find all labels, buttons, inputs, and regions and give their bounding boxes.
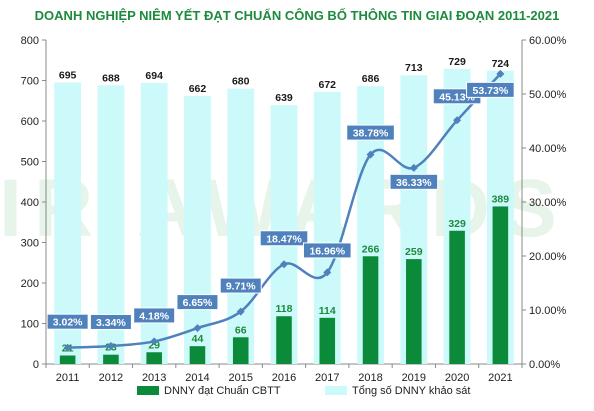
standard-data-label: 389 <box>492 193 510 205</box>
percentage-data-label: 16.96% <box>309 245 345 257</box>
percentage-label-box <box>133 307 176 324</box>
legend-swatch-total <box>325 386 347 395</box>
right-tick-label: 30.00% <box>529 197 567 209</box>
percentage-point <box>366 150 375 159</box>
x-tick-label: 2020 <box>445 372 469 384</box>
standard-bar <box>319 317 336 364</box>
total-data-label: 639 <box>275 92 293 104</box>
percentage-label-box <box>259 230 309 247</box>
standard-data-label: 44 <box>192 333 204 345</box>
percentage-data-label: 3.02% <box>53 317 83 329</box>
percentage-data-label: 38.78% <box>353 128 389 140</box>
percentage-point <box>106 341 115 350</box>
percentage-label-box <box>466 81 515 98</box>
x-tick-label: 2018 <box>358 372 382 384</box>
standard-bar <box>103 354 119 364</box>
percentage-point <box>323 268 332 277</box>
percentage-point <box>280 260 288 269</box>
chart-title: DOANH NGHIỆP NIÊM YẾT ĐẠT CHUẨN CÔNG BỐ … <box>35 8 560 23</box>
standard-bar <box>59 355 76 364</box>
standard-data-label: 66 <box>235 324 247 336</box>
right-tick-label: 10.00% <box>529 305 567 317</box>
total-data-label: 713 <box>405 62 423 74</box>
total-data-label: 724 <box>492 58 510 70</box>
percentage-data-label: 53.73% <box>473 85 509 97</box>
standard-data-label: 118 <box>276 303 293 315</box>
right-tick-label: 40.00% <box>529 143 567 155</box>
percentage-data-label: 18.47% <box>266 233 302 245</box>
percentage-line <box>67 73 502 349</box>
legend-label-standard: DNNY đạt Chuẩn CBTT <box>164 385 281 397</box>
left-tick-label: 200 <box>21 278 39 290</box>
standard-bar <box>189 346 206 364</box>
x-tick-label: 2017 <box>315 372 339 384</box>
percentage-label-box <box>46 313 89 330</box>
left-tick-label: 300 <box>21 238 39 250</box>
total-data-label: 688 <box>102 72 120 84</box>
total-data-label: 695 <box>59 70 77 82</box>
percentage-label-box <box>302 242 352 259</box>
standard-bar <box>406 259 422 364</box>
total-data-label: 672 <box>319 79 337 91</box>
percentage-data-label: 4.18% <box>139 310 169 322</box>
standard-bar <box>449 230 465 364</box>
legend-label-total: Tổng số DNNY khảo sát <box>352 385 470 397</box>
legend-swatch-standard <box>137 386 159 395</box>
standard-data-label: 259 <box>405 246 423 258</box>
percentage-point <box>409 163 418 172</box>
total-data-label: 729 <box>448 56 466 68</box>
standard-bar <box>232 337 249 364</box>
percentage-point <box>453 116 462 125</box>
percentage-point <box>193 324 202 333</box>
right-tick-label: 50.00% <box>529 89 567 101</box>
percentage-label-box <box>219 277 262 294</box>
percentage-label-box <box>176 294 219 311</box>
right-tick-label: 60.00% <box>529 35 567 47</box>
percentage-label-box <box>89 313 132 330</box>
left-tick-label: 0 <box>33 359 39 371</box>
x-tick-label: 2014 <box>185 372 209 384</box>
total-bar <box>227 88 255 364</box>
standard-bar <box>146 352 162 364</box>
percentage-point <box>150 337 159 346</box>
x-tick-label: 2012 <box>99 372 123 384</box>
left-tick-label: 800 <box>21 35 39 47</box>
x-tick-label: 2015 <box>228 372 252 384</box>
x-tick-label: 2011 <box>56 372 80 384</box>
x-tick-label: 2016 <box>272 372 296 384</box>
standard-bar <box>492 206 509 364</box>
standard-data-label: 114 <box>319 305 336 317</box>
x-tick-label: 2021 <box>488 372 512 384</box>
left-tick-label: 500 <box>21 157 39 169</box>
right-tick-label: 0.00% <box>529 359 560 371</box>
left-tick-label: 600 <box>21 116 39 128</box>
total-data-label: 686 <box>362 73 380 85</box>
percentage-label-box <box>346 124 395 141</box>
percentage-point <box>496 69 505 78</box>
standard-data-label: 266 <box>362 243 380 255</box>
percentage-point <box>63 343 72 352</box>
total-data-label: 662 <box>189 83 207 95</box>
total-data-label: 694 <box>145 70 163 82</box>
standard-bar <box>362 256 379 364</box>
percentage-data-label: 6.65% <box>183 297 213 309</box>
standard-data-label: 329 <box>448 218 466 230</box>
percentage-data-label: 3.34% <box>96 317 126 329</box>
x-tick-label: 2019 <box>402 372 426 384</box>
total-data-label: 680 <box>232 76 250 88</box>
left-tick-label: 100 <box>21 319 39 331</box>
left-tick-label: 700 <box>21 76 39 88</box>
standard-bar <box>276 316 292 364</box>
right-tick-label: 20.00% <box>529 251 567 263</box>
left-tick-label: 400 <box>21 197 39 209</box>
x-tick-label: 2013 <box>142 372 166 384</box>
percentage-data-label: 36.33% <box>396 177 432 189</box>
percentage-data-label: 9.71% <box>226 281 256 293</box>
total-bar <box>184 95 211 364</box>
percentage-point <box>236 307 245 316</box>
percentage-label-box <box>389 173 439 190</box>
